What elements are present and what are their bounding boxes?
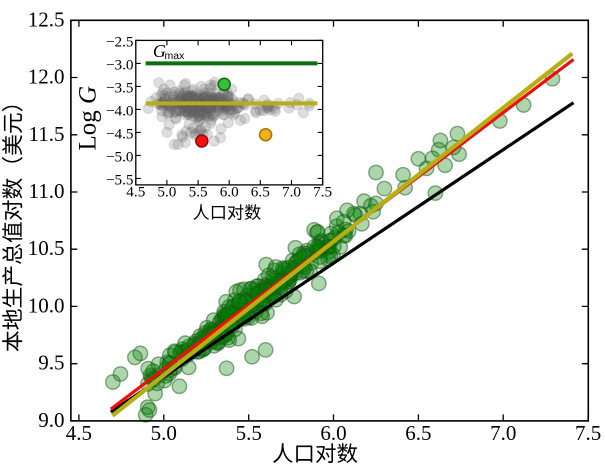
svg-text:5.0: 5.0 [151, 421, 177, 445]
svg-text:9.5: 9.5 [38, 351, 64, 375]
svg-text:10.0: 10.0 [28, 293, 65, 317]
svg-text:11.0: 11.0 [29, 179, 65, 203]
svg-text:7.5: 7.5 [575, 421, 601, 445]
svg-text:6.0: 6.0 [220, 184, 239, 201]
svg-text:−3.5: −3.5 [106, 80, 134, 97]
svg-text:max: max [165, 50, 186, 62]
svg-text:4.5: 4.5 [126, 184, 145, 201]
svg-text:−5.5: −5.5 [106, 172, 134, 189]
svg-text:G: G [153, 41, 166, 61]
svg-text:−3.0: −3.0 [106, 57, 134, 74]
svg-text:12.0: 12.0 [28, 65, 65, 89]
svg-text:5.0: 5.0 [157, 184, 176, 201]
svg-text:7.0: 7.0 [282, 184, 301, 201]
svg-text:10.5: 10.5 [28, 236, 65, 260]
svg-text:9.0: 9.0 [38, 408, 64, 432]
svg-text:6.5: 6.5 [405, 421, 431, 445]
svg-text:−5.0: −5.0 [106, 149, 134, 166]
svg-text:5.5: 5.5 [189, 184, 208, 201]
svg-text:7.0: 7.0 [490, 421, 516, 445]
svg-text:−4.0: −4.0 [106, 103, 134, 120]
svg-text:Log G: Log G [75, 86, 102, 151]
svg-text:5.5: 5.5 [236, 421, 262, 445]
svg-text:−4.5: −4.5 [106, 126, 134, 143]
svg-text:6.5: 6.5 [251, 184, 270, 201]
svg-text:6.0: 6.0 [320, 421, 346, 445]
svg-text:4.5: 4.5 [66, 421, 92, 445]
svg-text:12.5: 12.5 [28, 7, 65, 31]
svg-text:7.5: 7.5 [313, 184, 332, 201]
svg-text:−2.5: −2.5 [106, 34, 134, 51]
svg-text:11.5: 11.5 [29, 122, 65, 146]
